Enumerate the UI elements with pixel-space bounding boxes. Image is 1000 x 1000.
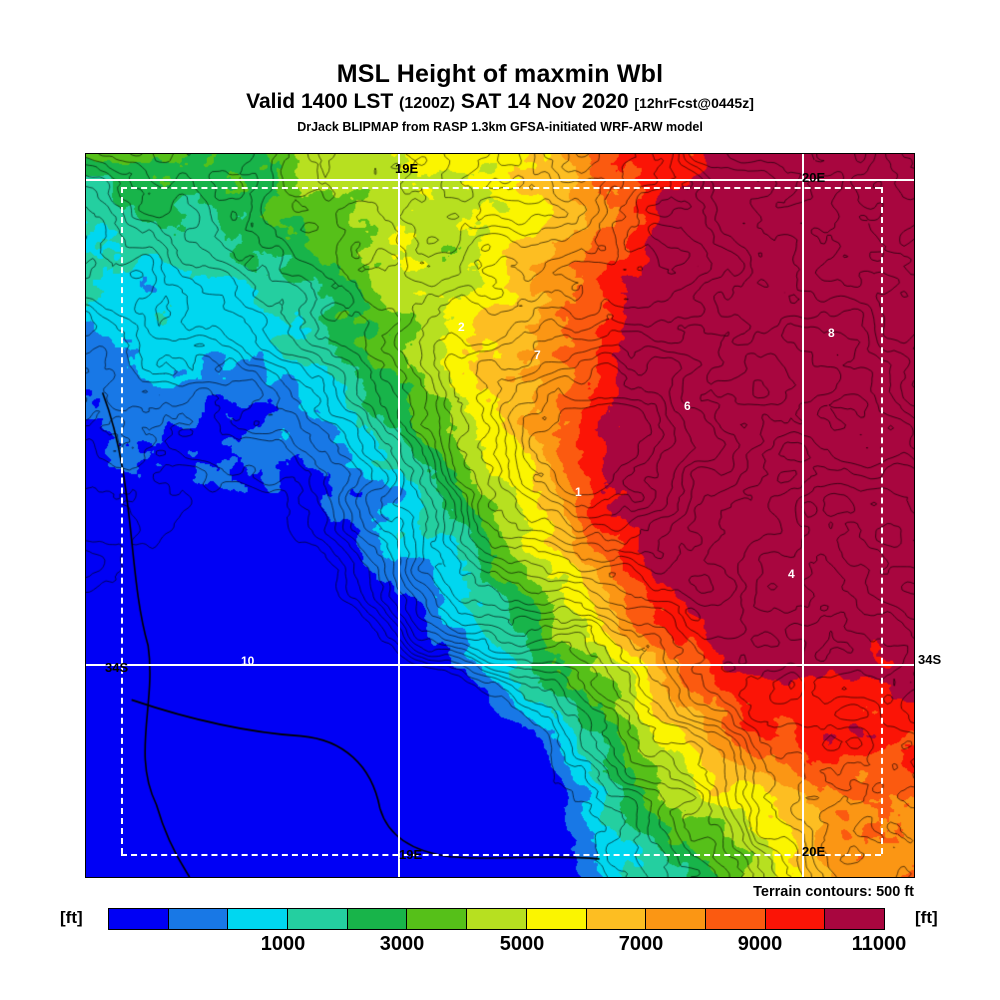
map-raster-canvas	[86, 154, 914, 877]
map-point-label-3: 8	[828, 326, 835, 340]
colorbar-segment-7	[526, 909, 587, 929]
weather-map-panel[interactable]: 19E 20E 19E 20E 34S 2 7 6 8 1 4 10	[85, 153, 915, 878]
colorbar-segment-1	[168, 909, 229, 929]
colorbar-tick-1000: 1000	[260, 933, 306, 955]
colorbar-tick-3000: 3000	[379, 933, 425, 955]
map-point-label-5: 4	[788, 567, 795, 581]
geo-label-19e-2: 19E	[399, 847, 423, 862]
domain-edge-right	[881, 187, 883, 854]
map-point-label-1: 7	[534, 348, 541, 362]
colorbar-swatches[interactable]	[108, 908, 885, 930]
terrain-contour-note: Terrain contours: 500 ft	[753, 884, 914, 900]
colorbar-segment-8	[586, 909, 647, 929]
gridline-parallel-1	[86, 664, 914, 666]
edge-label-34s: 34S	[918, 652, 942, 667]
title-block: MSL Height of maxmin Wbl Valid 1400 LST …	[0, 60, 1000, 135]
colorbar-tick-7000: 7000	[618, 933, 664, 955]
colorbar-unit-left: [ft]	[60, 908, 83, 927]
map-point-label-0: 2	[458, 320, 465, 334]
colorbar-segment-4	[347, 909, 408, 929]
colorbar-segment-6	[467, 909, 527, 929]
geo-label-20e-3: 20E	[802, 844, 826, 859]
domain-edge-left	[121, 187, 123, 854]
geo-label-19e-0: 19E	[395, 161, 419, 176]
map-point-label-2: 6	[684, 399, 691, 413]
map-point-label-6: 10	[241, 654, 255, 668]
colorbar-legend: [ft] [ft] 1000 3000 5000 7000 9000 11000	[0, 905, 1000, 965]
valid-time-prefix: Valid 1400 LST	[246, 90, 399, 113]
model-source-line: DrJack BLIPMAP from RASP 1.3km GFSA-init…	[297, 120, 703, 134]
colorbar-segment-10	[705, 909, 766, 929]
colorbar-unit-right: [ft]	[915, 908, 938, 927]
colorbar-segment-0	[109, 909, 169, 929]
geo-label-20e-1: 20E	[802, 170, 826, 185]
colorbar-tick-9000: 9000	[737, 933, 783, 955]
geo-label-34s-4: 34S	[105, 660, 129, 675]
colorbar-segment-12	[825, 909, 884, 929]
map-point-label-4: 1	[575, 485, 582, 499]
forecast-tag: [12hrFcst@0445z]	[634, 95, 754, 111]
valid-date: SAT 14 Nov 2020	[455, 90, 635, 113]
colorbar-tick-5000: 5000	[499, 933, 545, 955]
gridline-meridian-0	[398, 154, 400, 877]
colorbar-segment-5	[407, 909, 468, 929]
valid-time-zulu: (1200Z)	[399, 95, 456, 112]
colorbar-segment-2	[228, 909, 289, 929]
domain-edge-top	[121, 187, 881, 189]
valid-time-line: Valid 1400 LST (1200Z) SAT 14 Nov 2020 […	[0, 89, 1000, 117]
gridline-meridian-1	[802, 154, 804, 877]
colorbar-segment-3	[288, 909, 348, 929]
gridline-parallel-0	[86, 179, 914, 181]
colorbar-segment-11	[765, 909, 826, 929]
colorbar-segment-9	[646, 909, 706, 929]
domain-edge-bottom	[121, 854, 881, 856]
colorbar-tick-11000: 11000	[851, 933, 907, 955]
page-title: MSL Height of maxmin Wbl	[336, 60, 664, 88]
